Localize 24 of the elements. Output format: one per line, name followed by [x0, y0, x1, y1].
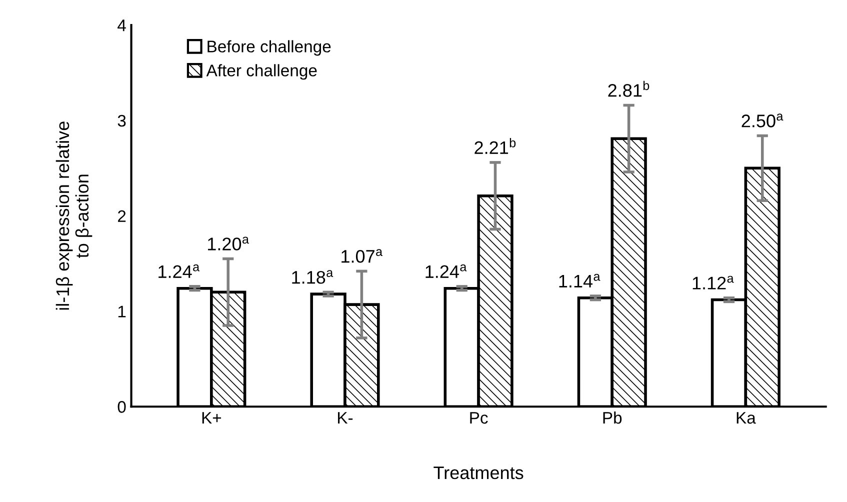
data-label: 1.12$^{a}$	[692, 276, 734, 290]
x-tick-label: K-	[338, 412, 353, 424]
data-label: 2.81$^{b}$	[608, 80, 650, 97]
y-axis-title: il-1β expression relative to β-action	[56, 122, 92, 310]
data-label: 1.14$^{a}$	[559, 274, 600, 288]
x-tick-label: Pb	[603, 411, 622, 424]
data-label: 1.07$^{a}$	[342, 249, 383, 263]
data-label: 2.50$^{a}$	[742, 114, 784, 128]
data-label: 1.20$^{a}$	[208, 236, 249, 250]
legend-label: After challenge	[206, 64, 317, 80]
data-label: 2.21$^{b}$	[474, 138, 516, 154]
y-tick-label: 0	[118, 401, 126, 413]
data-label: 1.24$^{a}$	[426, 264, 467, 278]
data-label: 1.24$^{a}$	[158, 264, 200, 278]
y-tick-label: 3	[118, 114, 126, 127]
y-tick-label: 2	[118, 210, 126, 222]
x-axis-title: Treatments	[434, 466, 524, 480]
data-label: 1.18$^{a}$	[292, 270, 334, 284]
x-tick-label: Ka	[736, 412, 756, 424]
y-tick-label: 4	[118, 20, 126, 32]
legend-label: Before challenge	[208, 40, 331, 56]
x-tick-label: K+	[202, 412, 222, 424]
x-tick-label: Pc	[470, 412, 488, 424]
y-tick-label: 1	[118, 306, 126, 318]
